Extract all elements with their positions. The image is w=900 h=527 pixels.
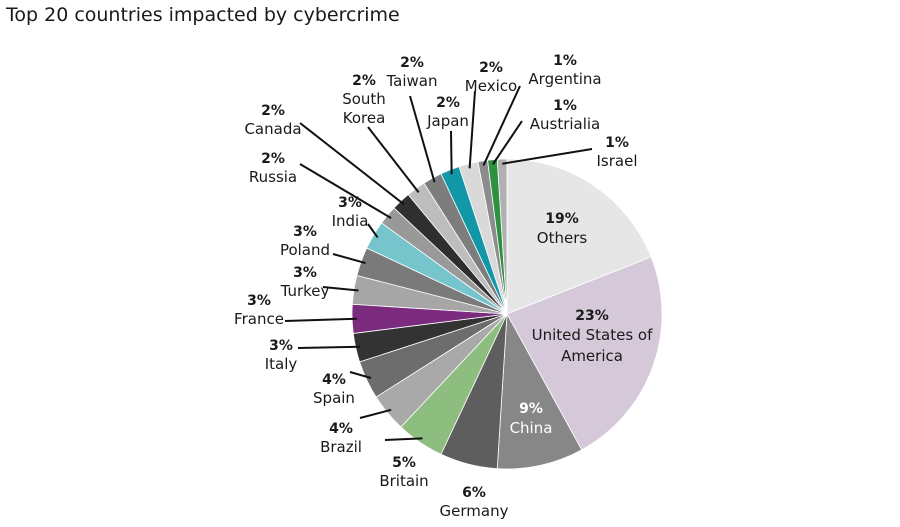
slice-pct-taiwan: 2% xyxy=(400,55,424,71)
slice-pct-brazil: 4% xyxy=(329,421,353,437)
leader-line-poland xyxy=(332,253,366,265)
slice-label-canada: Canada xyxy=(244,120,301,138)
slice-pct-mexico: 2% xyxy=(479,60,503,76)
slice-united-states-of-america xyxy=(506,256,663,451)
leader-line-italy xyxy=(297,345,361,349)
slice-pct-russia: 2% xyxy=(261,151,285,167)
slice-label-spain: Spain xyxy=(313,389,355,407)
chart-title: Top 20 countries impacted by cybercrime xyxy=(6,4,400,26)
slice-pct-china: 9% xyxy=(519,401,543,417)
slice-label-japan: Japan xyxy=(426,112,469,130)
slice-label-poland: Poland xyxy=(280,241,330,259)
slice-pct-india: 3% xyxy=(338,195,362,211)
slice-label-israel: Israel xyxy=(597,152,638,170)
slice-label-russia: Russia xyxy=(249,168,297,186)
slice-labels: 19% Others 23% United States of America 9% Chi… xyxy=(234,53,653,520)
slice-label-france: France xyxy=(234,310,284,328)
slice-china xyxy=(496,312,583,470)
slice-label-india: India xyxy=(332,212,369,230)
slice-pct-france: 3% xyxy=(247,293,271,309)
slice-pct-germany: 6% xyxy=(462,485,486,501)
slice-pct-canada: 2% xyxy=(261,103,285,119)
slice-pct-israel: 1% xyxy=(605,135,629,151)
leader-line-taiwan xyxy=(409,95,436,183)
slice-pct-italy: 3% xyxy=(269,338,293,354)
pie-slices xyxy=(351,158,663,470)
slice-pct-turkey: 3% xyxy=(293,265,317,281)
leader-line-india xyxy=(367,223,379,239)
slice-pct-japan: 2% xyxy=(436,95,460,111)
slice-label-taiwan: Taiwan xyxy=(385,72,437,90)
leader-line-austrialia xyxy=(492,120,523,165)
slice-label-united-states-of-america-line2: America xyxy=(561,347,623,365)
slice-label-italy: Italy xyxy=(265,355,298,373)
leader-line-japan xyxy=(450,130,453,175)
slice-label-south-korea-line2: Korea xyxy=(343,109,386,127)
leader-line-mexico xyxy=(468,90,476,169)
slice-label-britain: Britain xyxy=(379,472,428,490)
slice-pct-austrialia: 1% xyxy=(553,98,577,114)
slice-label-others: Others xyxy=(537,229,588,247)
leader-line-brazil xyxy=(359,408,392,419)
leader-lines xyxy=(284,85,593,441)
leader-line-south-korea xyxy=(367,126,420,193)
slice-label-austrialia: Austrialia xyxy=(530,115,601,133)
slice-label-south-korea: South xyxy=(342,90,386,108)
leader-line-france xyxy=(284,317,357,322)
leader-line-canada xyxy=(299,122,405,206)
slice-pct-south-korea: 2% xyxy=(352,73,376,89)
leader-line-britain xyxy=(384,437,423,441)
slice-pct-poland: 3% xyxy=(293,224,317,240)
leader-line-russia xyxy=(299,163,392,220)
slice-pct-united-states-of-america: 23% xyxy=(575,308,609,324)
slice-label-brazil: Brazil xyxy=(320,438,362,456)
slice-label-turkey: Turkey xyxy=(280,282,330,300)
slice-label-china: China xyxy=(510,419,553,437)
leader-line-israel xyxy=(502,148,593,165)
slice-label-mexico: Mexico xyxy=(465,77,517,95)
slice-label-argentina: Argentina xyxy=(528,70,601,88)
leader-line-argentina xyxy=(482,85,521,166)
slice-pct-britain: 5% xyxy=(392,455,416,471)
slice-pct-others: 19% xyxy=(545,211,579,227)
slice-pct-spain: 4% xyxy=(322,372,346,388)
slice-pct-argentina: 1% xyxy=(553,53,577,69)
leader-line-spain xyxy=(349,371,372,379)
slice-label-germany: Germany xyxy=(440,502,509,520)
slice-label-united-states-of-america: United States of xyxy=(532,326,654,344)
leader-line-turkey xyxy=(322,286,359,292)
